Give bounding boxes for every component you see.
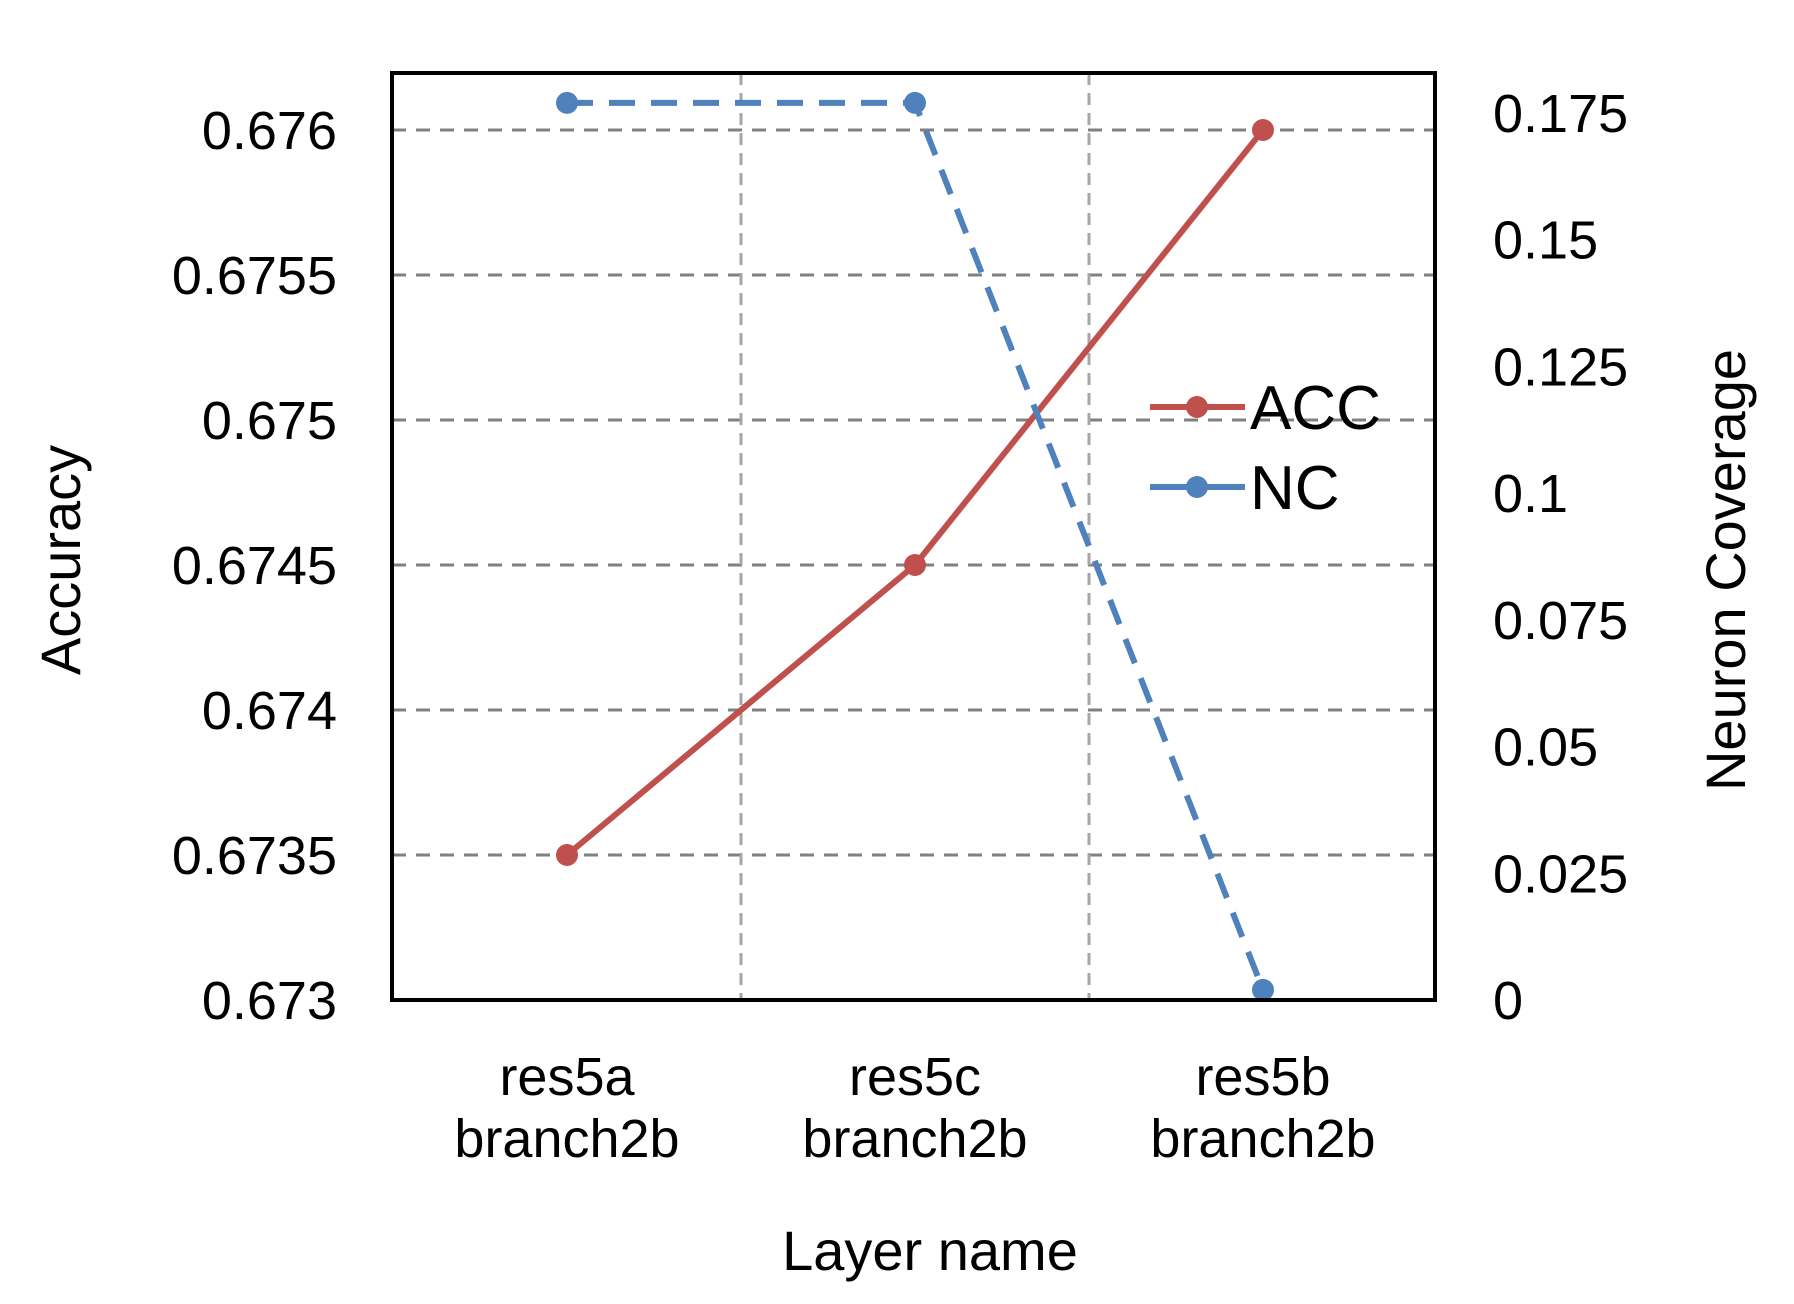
legend-marker-nc — [1186, 476, 1208, 498]
y2-tick-label: 0.1 — [1493, 464, 1568, 524]
x-axis-title: Layer name — [782, 1219, 1078, 1282]
x-tick-label: res5a branch2b — [454, 1047, 679, 1169]
axis-labels: 0.673 0.6735 0.674 0.6745 0.675 0.6755 0.676 0 0… — [172, 84, 1628, 1169]
y-tick-label: 0.6735 — [172, 826, 337, 886]
y-tick-label: 0.675 — [202, 391, 337, 451]
y2-tick-label: 0 — [1493, 971, 1523, 1031]
data-point-nc — [904, 91, 926, 114]
x-tick-label: res5c branch2b — [802, 1047, 1027, 1169]
y-tick-label: 0.674 — [202, 681, 337, 741]
y2-tick-label: 0.05 — [1493, 718, 1598, 778]
y-tick-label: 0.6755 — [172, 246, 337, 306]
series-line-acc — [565, 128, 1266, 858]
plot-frame — [390, 71, 1437, 1002]
y-tick-label: 0.6745 — [172, 536, 337, 596]
y2-axis-title: Neuron Coverage — [1694, 349, 1757, 791]
series-line-nc — [567, 99, 1266, 991]
data-point-acc — [556, 844, 578, 866]
legend-marker-acc — [1186, 396, 1208, 418]
y-tick-label: 0.673 — [202, 971, 337, 1031]
legend-label-acc: ACC — [1250, 374, 1381, 443]
grid-layer — [392, 73, 1435, 1000]
x-tick-label: res5b branch2b — [1150, 1047, 1375, 1169]
legend: ACC NC — [1150, 374, 1381, 523]
y-tick-label: 0.676 — [202, 101, 337, 161]
data-point-nc — [1252, 978, 1274, 1001]
data-point-acc — [1252, 119, 1274, 141]
y2-tick-label: 0.025 — [1493, 844, 1628, 904]
data-point-acc — [904, 554, 926, 576]
y-axis-title: Accuracy — [29, 445, 92, 675]
y2-tick-label: 0.075 — [1493, 591, 1628, 651]
series-layer — [556, 91, 1274, 1001]
legend-label-nc: NC — [1250, 454, 1340, 523]
data-point-nc — [556, 91, 578, 114]
y2-tick-label: 0.175 — [1493, 84, 1628, 144]
y2-tick-label: 0.125 — [1493, 337, 1628, 397]
y2-tick-label: 0.15 — [1493, 211, 1598, 271]
